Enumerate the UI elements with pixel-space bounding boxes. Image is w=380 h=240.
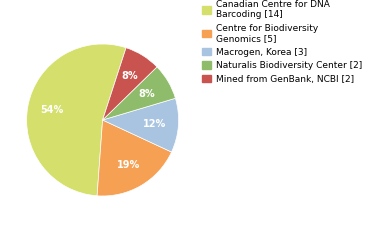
Text: 19%: 19% <box>117 160 141 169</box>
Legend: Canadian Centre for DNA
Barcoding [14], Centre for Biodiversity
Genomics [5], Ma: Canadian Centre for DNA Barcoding [14], … <box>202 0 362 84</box>
Wedge shape <box>103 48 157 120</box>
Wedge shape <box>97 120 171 196</box>
Wedge shape <box>103 67 176 120</box>
Text: 12%: 12% <box>142 119 166 129</box>
Text: 54%: 54% <box>40 105 63 115</box>
Wedge shape <box>103 98 179 152</box>
Wedge shape <box>27 44 126 196</box>
Text: 8%: 8% <box>122 71 138 81</box>
Text: 8%: 8% <box>139 89 155 99</box>
